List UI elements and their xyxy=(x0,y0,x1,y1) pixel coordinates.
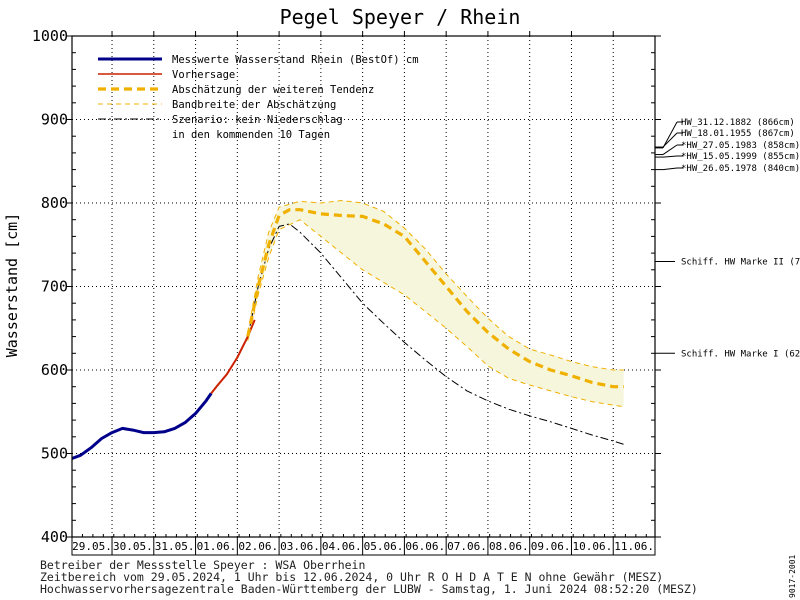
x-tick-label: 05.06. xyxy=(364,540,404,553)
ref-connector xyxy=(662,121,678,149)
y-tick-label: 800 xyxy=(41,194,68,212)
x-tick-label: 07.06. xyxy=(447,540,487,553)
ref-connector xyxy=(662,155,678,158)
x-tick-label: 11.06. xyxy=(614,540,654,553)
chart-title: Pegel Speyer / Rhein xyxy=(280,5,521,29)
ref-connector xyxy=(662,144,678,155)
x-axis-band xyxy=(71,536,656,556)
reference-marks: HW_31.12.1882 (866cm)HW_18.01.1955 (867c… xyxy=(655,118,800,359)
legend-label: Szenario: kein Niederschlag xyxy=(172,114,343,126)
ref-connector xyxy=(662,132,678,148)
x-tick-label: 29.05. xyxy=(72,540,112,553)
x-tick-label: 30.05. xyxy=(113,540,153,553)
y-tick-label: 400 xyxy=(41,528,68,546)
y-tick-label: 500 xyxy=(41,445,68,463)
legend-label: Bandbreite der Abschätzung xyxy=(172,99,336,111)
x-tick-label: 02.06. xyxy=(238,540,278,553)
ref-label: Schiff. HW Marke II (730c xyxy=(681,257,800,267)
x-tick-label: 31.05. xyxy=(155,540,195,553)
footer-source: Hochwasservorhersagezentrale Baden-Württ… xyxy=(40,582,698,596)
y-axis-label: Wasserstand [cm] xyxy=(3,213,21,358)
axes: 400 500 600 700 800 900 1000 29.05. 30.05. 31.05.… xyxy=(32,27,661,556)
y-tick-label: 600 xyxy=(41,361,68,379)
x-tick-label: 06.06. xyxy=(405,540,445,553)
series-line xyxy=(247,223,624,445)
x-tick-label: 03.06. xyxy=(280,540,320,553)
ref-label: *HW_26.05.1978 (840cm) xyxy=(681,164,800,174)
series-lines xyxy=(71,200,624,460)
legend: Messwerte Wasserstand Rhein (BestOf) cm V… xyxy=(98,54,419,141)
series-line xyxy=(246,208,624,389)
y-tick-label: 1000 xyxy=(32,27,68,45)
x-tick-label: 09.06. xyxy=(531,540,571,553)
footer-operator: Betreiber der Messstelle Speyer : WSA Ob… xyxy=(40,558,365,572)
ref-label: HW_31.12.1882 (866cm) xyxy=(681,118,795,128)
band-area xyxy=(247,200,624,407)
series-line xyxy=(247,219,624,408)
y-tick-label: 700 xyxy=(41,278,68,296)
series-line xyxy=(71,392,213,460)
footer-time-range: Zeitbereich vom 29.05.2024, 1 Uhr bis 12… xyxy=(40,570,663,584)
ref-label: Schiff. HW Marke I (620c xyxy=(681,349,800,359)
side-code: 9017-2001 xyxy=(788,554,797,598)
tendency-band xyxy=(247,200,624,407)
y-tick-label: 900 xyxy=(41,111,68,129)
ref-label: *HW_27.05.1983 (858cm) xyxy=(681,141,800,151)
x-tick-label: 04.06. xyxy=(322,540,362,553)
x-tick-label: 10.06. xyxy=(572,540,612,553)
series-line xyxy=(247,200,624,371)
ref-label: HW_18.01.1955 (867cm) xyxy=(681,129,795,139)
x-tick-label: 01.06. xyxy=(197,540,237,553)
legend-label: in den kommenden 10 Tagen xyxy=(172,129,330,141)
ref-connector xyxy=(662,167,678,171)
legend-label: Vorhersage xyxy=(172,69,235,81)
x-tick-label: 08.06. xyxy=(489,540,529,553)
ref-label: *HW_15.05.1999 (855cm) xyxy=(681,152,800,162)
legend-label: Abschätzung der weiteren Tendenz xyxy=(172,84,374,96)
legend-label: Messwerte Wasserstand Rhein (BestOf) cm xyxy=(172,54,419,66)
